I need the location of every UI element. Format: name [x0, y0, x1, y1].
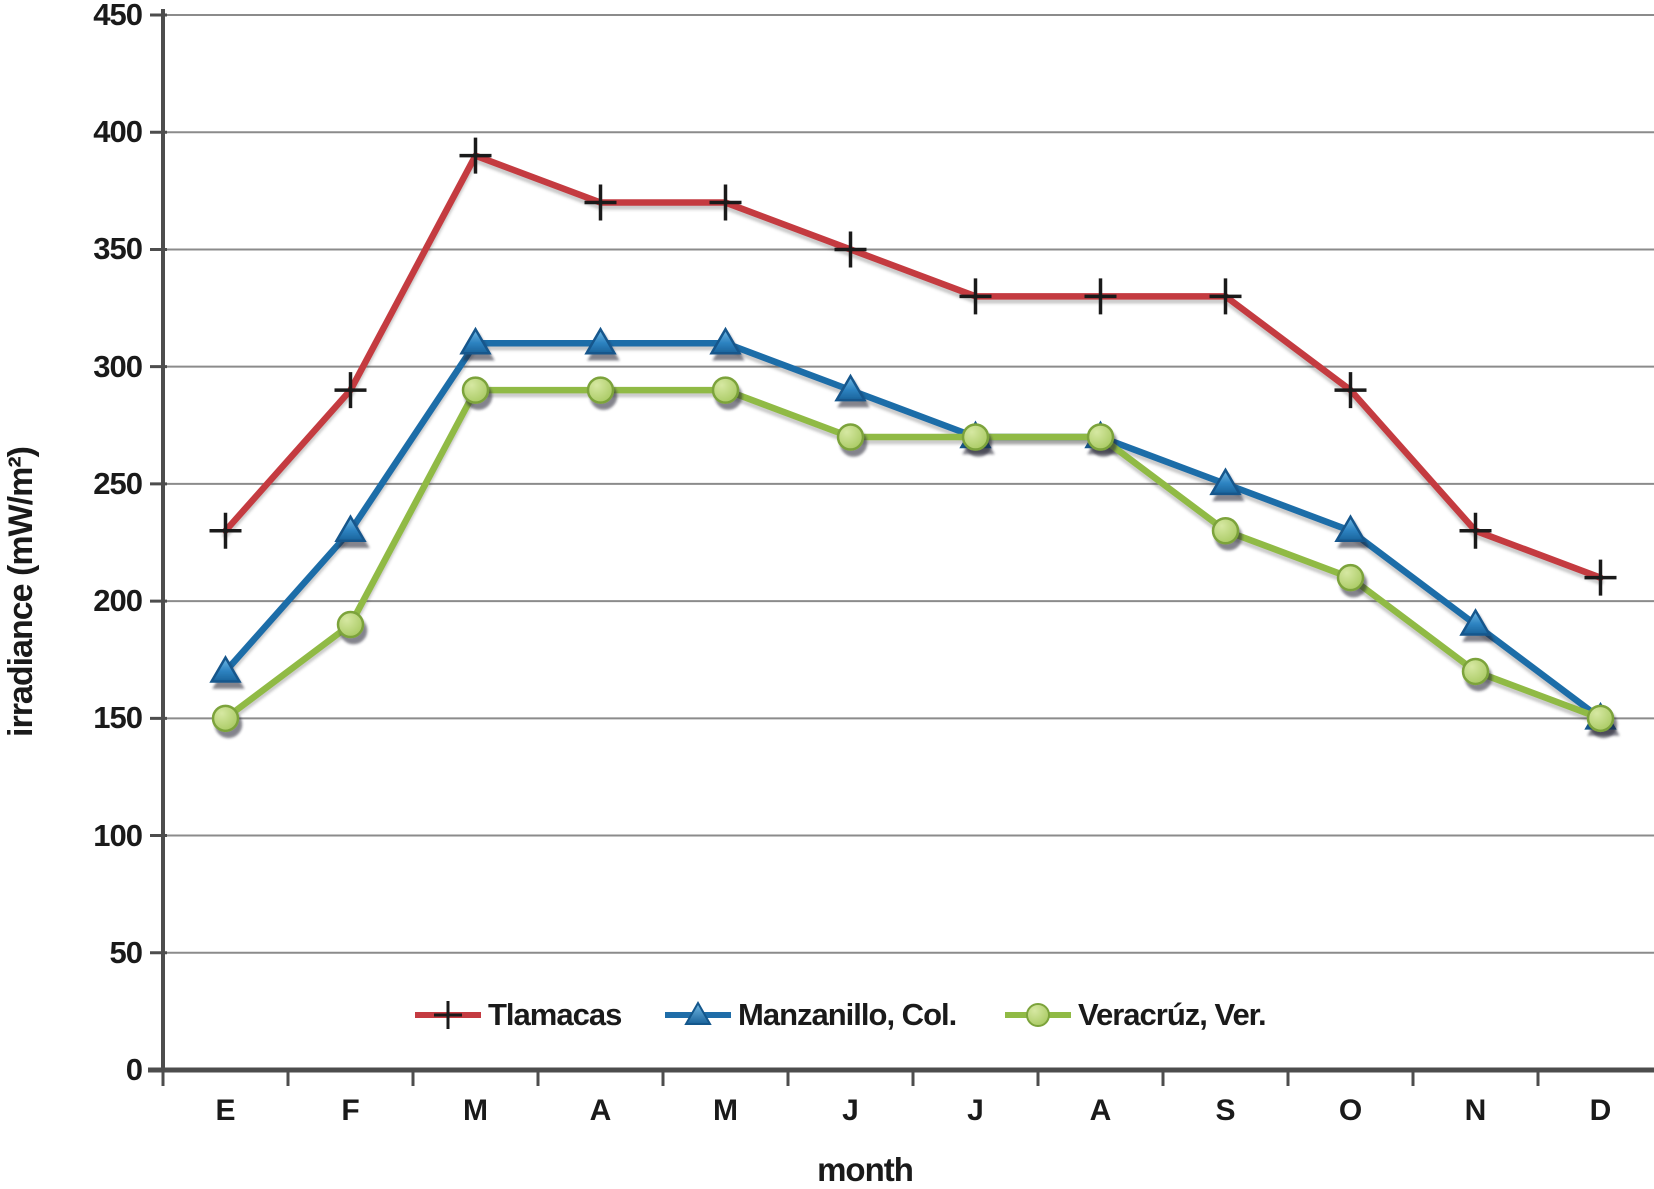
circle-marker — [586, 376, 615, 404]
plus-marker — [584, 184, 617, 221]
legend-marker-plus — [415, 1001, 481, 1029]
y-tick-label-100: 100 — [93, 817, 143, 853]
y-tick-label-400: 400 — [93, 114, 143, 150]
y-tick-label-0: 0 — [125, 1052, 143, 1087]
y-tick-label-300: 300 — [93, 348, 143, 384]
legend-item-manzanillo-col: Manzanillo, Col. — [663, 993, 957, 1037]
series-line-veracr-z-ver — [222, 386, 1604, 722]
x-tick-label-12: D — [1589, 1094, 1612, 1127]
y-tick-label-250: 250 — [93, 465, 143, 501]
legend-marker-circle — [1005, 1003, 1071, 1027]
plus-marker — [334, 372, 367, 409]
triangle-marker — [1334, 514, 1367, 543]
circle-marker — [1211, 517, 1240, 545]
plus-marker — [1584, 559, 1617, 596]
legend-label-tlamacas: Tlamacas — [488, 997, 622, 1032]
circle-marker — [1586, 704, 1615, 733]
series-manzanillo-col — [209, 326, 1617, 730]
x-tick-label-10: O — [1338, 1094, 1363, 1127]
x-tick-label-3: M — [463, 1094, 488, 1127]
x-tick-label-8: A — [1089, 1094, 1112, 1127]
y-tick-label-200: 200 — [93, 583, 143, 619]
y-axis-title: irradiance (mW/m²) — [2, 447, 40, 737]
triangle-marker — [459, 326, 492, 355]
x-tick-label-4: A — [589, 1094, 612, 1127]
x-tick-label-9: S — [1215, 1094, 1236, 1127]
circle-marker — [1086, 423, 1115, 451]
x-tick-label-1: E — [215, 1094, 236, 1127]
y-tick-label-150: 150 — [93, 700, 143, 736]
plus-marker — [709, 184, 742, 221]
triangle-marker — [334, 514, 367, 543]
plus-marker — [209, 512, 242, 549]
triangle-marker — [709, 326, 742, 355]
triangle-marker — [584, 326, 617, 355]
circle-marker — [211, 704, 240, 733]
triangle-marker — [1459, 608, 1492, 636]
plus-marker — [1334, 372, 1367, 409]
triangle-marker — [209, 654, 242, 683]
y-tick-label-350: 350 — [93, 231, 143, 267]
circle-marker — [1461, 657, 1490, 686]
x-tick-label-11: N — [1464, 1094, 1487, 1127]
plus-marker — [1084, 278, 1117, 315]
circle-marker — [336, 610, 365, 639]
x-tick-label-6: J — [842, 1094, 859, 1127]
x-axis-title: month — [817, 1151, 914, 1188]
triangle-marker — [1209, 467, 1242, 496]
circle-marker — [1336, 563, 1365, 592]
legend-item-veracr-z-ver: Veracrúz, Ver. — [1003, 993, 1267, 1037]
triangle-marker — [834, 373, 867, 402]
series-veracr-z-ver — [211, 376, 1615, 733]
plus-marker — [459, 137, 492, 174]
series-line-tlamacas — [222, 152, 1604, 581]
circle-marker — [836, 423, 865, 451]
x-tick-label-5: M — [713, 1094, 738, 1127]
plus-marker — [1209, 278, 1242, 315]
circle-marker — [961, 423, 990, 451]
y-tick-label-50: 50 — [109, 934, 143, 970]
circle-marker — [461, 376, 490, 404]
legend-marker-triangle — [665, 1000, 731, 1025]
plus-marker — [834, 231, 867, 268]
y-tick-label-450: 450 — [93, 0, 143, 32]
legend-label-veracr-z-ver: Veracrúz, Ver. — [1078, 997, 1267, 1032]
series-tlamacas — [209, 137, 1617, 596]
series-line-manzanillo-col — [222, 339, 1604, 722]
legend-item-tlamacas: Tlamacas — [413, 993, 622, 1037]
x-tick-label-2: F — [341, 1094, 360, 1127]
x-tick-label-7: J — [967, 1094, 984, 1127]
circle-marker — [711, 376, 740, 404]
legend-label-manzanillo-col: Manzanillo, Col. — [738, 997, 957, 1032]
plus-marker — [1459, 512, 1492, 549]
plus-marker — [959, 278, 992, 315]
